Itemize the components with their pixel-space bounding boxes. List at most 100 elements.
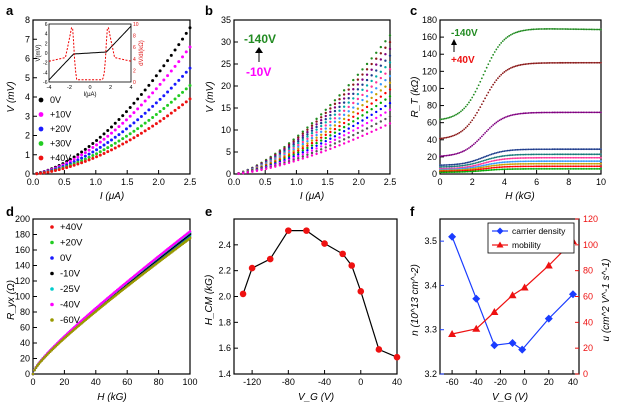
data-point: [564, 167, 567, 170]
data-point: [490, 86, 493, 89]
data-point: [529, 112, 532, 114]
y-tick-label-right: 120: [583, 214, 598, 224]
data-point: [445, 136, 448, 139]
data-point: [315, 117, 318, 121]
data-point: [500, 73, 503, 76]
data-point: [566, 162, 569, 165]
data-point: [181, 90, 185, 94]
data-point: [519, 165, 522, 168]
data-point: [292, 146, 295, 150]
data-point: [563, 148, 565, 151]
data-point: [519, 168, 522, 170]
data-point: [464, 166, 467, 169]
data-point: [347, 105, 350, 109]
data-point: [83, 157, 87, 161]
data-point: [580, 167, 583, 170]
data-point: [310, 124, 314, 127]
data-point: [184, 50, 188, 54]
data-point: [124, 140, 128, 144]
data-point: [571, 28, 573, 31]
data-point: [485, 155, 488, 157]
data-point: [384, 117, 387, 121]
data-point: [595, 165, 598, 168]
density-point: [490, 341, 499, 350]
data-point: [158, 110, 162, 114]
data-point: [509, 154, 512, 157]
data-point: [480, 157, 483, 159]
data-point: [587, 111, 590, 114]
y-tick-label: 8: [25, 15, 30, 25]
data-point: [480, 169, 483, 172]
data-point: [338, 105, 341, 109]
data-point: [98, 140, 102, 144]
data-point: [466, 170, 469, 173]
data-point: [587, 162, 590, 165]
data-point: [292, 150, 295, 153]
series-b-1: [237, 40, 392, 175]
data-point: [338, 98, 341, 101]
data-point: [527, 156, 530, 159]
data-point: [158, 119, 162, 123]
data-point: [514, 165, 517, 168]
data-point: [342, 101, 346, 104]
data-point: [556, 167, 559, 170]
data-point: [489, 169, 491, 171]
data-point: [592, 148, 594, 151]
data-point: [546, 28, 549, 30]
data-point: [375, 116, 378, 120]
data-point: [132, 121, 136, 125]
data-point: [356, 112, 360, 115]
data-point: [571, 167, 573, 170]
data-point: [306, 135, 309, 138]
data-point: [80, 150, 84, 154]
data-point: [310, 139, 314, 142]
y-tick-label: 100: [15, 292, 30, 302]
data-point: [451, 165, 454, 168]
data-point: [338, 109, 341, 112]
data-point: [574, 165, 577, 168]
x-tick-label: 8: [566, 177, 571, 187]
data-point: [464, 105, 467, 108]
data-point: [333, 145, 337, 149]
data-point: [500, 155, 503, 158]
data-point: [548, 62, 551, 64]
data-point: [526, 168, 528, 170]
data-point: [375, 87, 378, 90]
data-point: [72, 157, 76, 161]
data-point: [474, 167, 477, 170]
x-tick-label: -60: [446, 377, 459, 387]
data-point: [521, 148, 524, 151]
data-point: [519, 64, 522, 66]
legend-label: +20V: [60, 238, 83, 249]
data-point: [301, 149, 305, 152]
data-point: [584, 165, 586, 168]
y-tick-label: 25: [221, 59, 231, 69]
data-point: [162, 116, 166, 120]
data-point: [365, 89, 369, 93]
data-point: [484, 70, 486, 73]
data-point: [375, 122, 378, 126]
data-point: [306, 151, 309, 154]
data-point: [521, 165, 524, 168]
data-point: [493, 159, 496, 162]
data-point: [508, 149, 511, 152]
data-point: [169, 69, 173, 73]
data-point: [154, 122, 158, 126]
data-point: [95, 152, 99, 156]
x-axis-label: I (μA): [100, 191, 124, 202]
data-point: [556, 160, 559, 163]
data-point: [524, 157, 527, 159]
data-point: [567, 28, 570, 30]
data-point: [509, 157, 512, 160]
data-point: [592, 156, 594, 159]
data-point: [600, 162, 602, 165]
data-point: [102, 148, 106, 152]
data-point: [587, 148, 590, 151]
data-point: [521, 168, 524, 170]
data-point: [484, 159, 486, 162]
data-point: [324, 111, 327, 115]
data-point: [505, 168, 507, 171]
data-point: [466, 103, 469, 106]
data-point: [572, 160, 575, 163]
